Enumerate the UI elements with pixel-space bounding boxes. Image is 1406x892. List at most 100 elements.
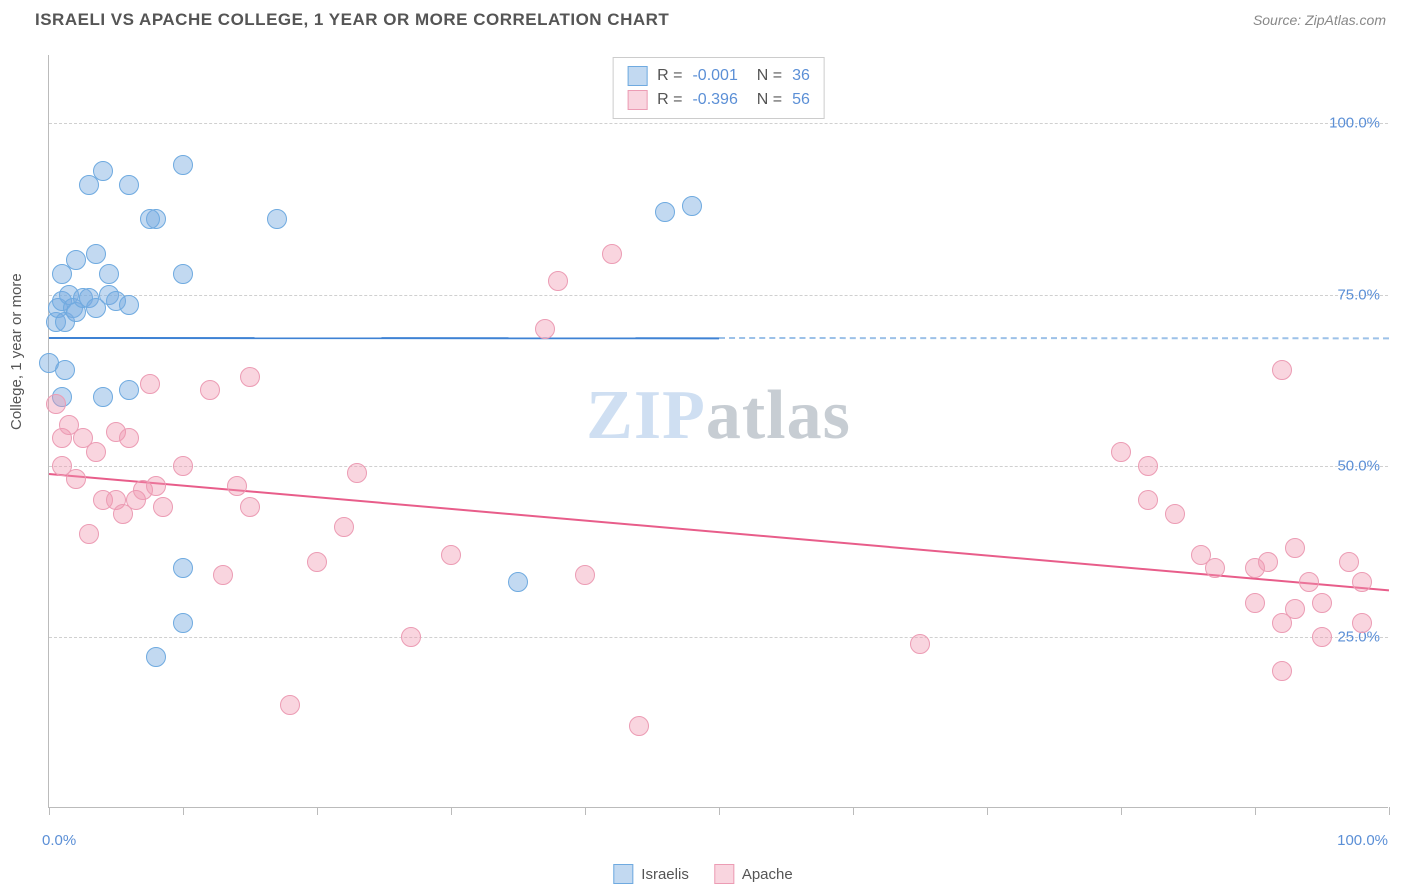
- gridline: [49, 123, 1388, 124]
- data-point: [86, 244, 106, 264]
- data-point: [682, 196, 702, 216]
- gridline: [49, 637, 1388, 638]
- data-point: [173, 456, 193, 476]
- trend-line: [719, 337, 1389, 339]
- y-axis-label: College, 1 year or more: [8, 273, 25, 430]
- data-point: [575, 565, 595, 585]
- x-tick: [719, 807, 720, 815]
- series-legend: Israelis Apache: [613, 864, 792, 884]
- data-point: [267, 209, 287, 229]
- data-point: [213, 565, 233, 585]
- correlation-legend: R = -0.001 N = 36 R = -0.396 N = 56: [612, 57, 825, 119]
- data-point: [153, 497, 173, 517]
- data-point: [39, 353, 59, 373]
- y-tick-label: 50.0%: [1337, 457, 1380, 474]
- data-point: [140, 374, 160, 394]
- x-tick: [585, 807, 586, 815]
- data-point: [307, 552, 327, 572]
- data-point: [441, 545, 461, 565]
- gridline: [49, 466, 1388, 467]
- data-point: [119, 175, 139, 195]
- data-point: [93, 161, 113, 181]
- data-point: [66, 250, 86, 270]
- data-point: [86, 442, 106, 462]
- data-point: [1205, 558, 1225, 578]
- data-point: [1272, 661, 1292, 681]
- data-point: [119, 380, 139, 400]
- data-point: [334, 517, 354, 537]
- data-point: [146, 476, 166, 496]
- data-point: [140, 209, 160, 229]
- data-point: [119, 295, 139, 315]
- x-axis-max-label: 100.0%: [1337, 832, 1388, 849]
- data-point: [93, 387, 113, 407]
- data-point: [240, 497, 260, 517]
- data-point: [548, 271, 568, 291]
- scatter-chart: ZIPatlas R = -0.001 N = 36 R = -0.396 N …: [48, 55, 1388, 808]
- data-point: [66, 469, 86, 489]
- data-point: [280, 695, 300, 715]
- data-point: [1245, 593, 1265, 613]
- data-point: [401, 627, 421, 647]
- x-tick: [317, 807, 318, 815]
- data-point: [1138, 456, 1158, 476]
- x-tick: [987, 807, 988, 815]
- data-point: [240, 367, 260, 387]
- x-tick: [1389, 807, 1390, 815]
- legend-item-israelis: Israelis: [613, 864, 689, 884]
- data-point: [146, 647, 166, 667]
- data-point: [1272, 360, 1292, 380]
- data-point: [46, 394, 66, 414]
- legend-row-apache: R = -0.396 N = 56: [627, 88, 810, 112]
- x-tick: [853, 807, 854, 815]
- data-point: [1258, 552, 1278, 572]
- data-point: [1299, 572, 1319, 592]
- x-tick: [451, 807, 452, 815]
- data-point: [535, 319, 555, 339]
- data-point: [119, 428, 139, 448]
- data-point: [200, 380, 220, 400]
- data-point: [1285, 599, 1305, 619]
- data-point: [173, 155, 193, 175]
- data-point: [173, 613, 193, 633]
- watermark: ZIPatlas: [586, 376, 851, 456]
- swatch-apache-bottom: [714, 864, 734, 884]
- x-axis-min-label: 0.0%: [42, 832, 76, 849]
- y-tick-label: 100.0%: [1329, 115, 1380, 132]
- data-point: [1285, 538, 1305, 558]
- data-point: [1352, 572, 1372, 592]
- gridline: [49, 295, 1388, 296]
- data-point: [1352, 613, 1372, 633]
- data-point: [347, 463, 367, 483]
- data-point: [655, 202, 675, 222]
- swatch-israelis-bottom: [613, 864, 633, 884]
- data-point: [1165, 504, 1185, 524]
- data-point: [173, 558, 193, 578]
- legend-row-israelis: R = -0.001 N = 36: [627, 64, 810, 88]
- legend-item-apache: Apache: [714, 864, 793, 884]
- data-point: [1111, 442, 1131, 462]
- x-tick: [1121, 807, 1122, 815]
- source-label: Source: ZipAtlas.com: [1253, 12, 1386, 28]
- data-point: [629, 716, 649, 736]
- data-point: [79, 524, 99, 544]
- data-point: [1138, 490, 1158, 510]
- data-point: [1339, 552, 1359, 572]
- trend-line: [49, 337, 719, 339]
- data-point: [1312, 627, 1332, 647]
- swatch-apache: [627, 90, 647, 110]
- data-point: [602, 244, 622, 264]
- data-point: [1312, 593, 1332, 613]
- x-tick: [183, 807, 184, 815]
- x-tick: [1255, 807, 1256, 815]
- data-point: [910, 634, 930, 654]
- data-point: [173, 264, 193, 284]
- x-tick: [49, 807, 50, 815]
- data-point: [99, 264, 119, 284]
- chart-title: ISRAELI VS APACHE COLLEGE, 1 YEAR OR MOR…: [35, 10, 669, 30]
- y-tick-label: 75.0%: [1337, 286, 1380, 303]
- data-point: [227, 476, 247, 496]
- data-point: [508, 572, 528, 592]
- swatch-israelis: [627, 66, 647, 86]
- trend-line: [49, 473, 1389, 591]
